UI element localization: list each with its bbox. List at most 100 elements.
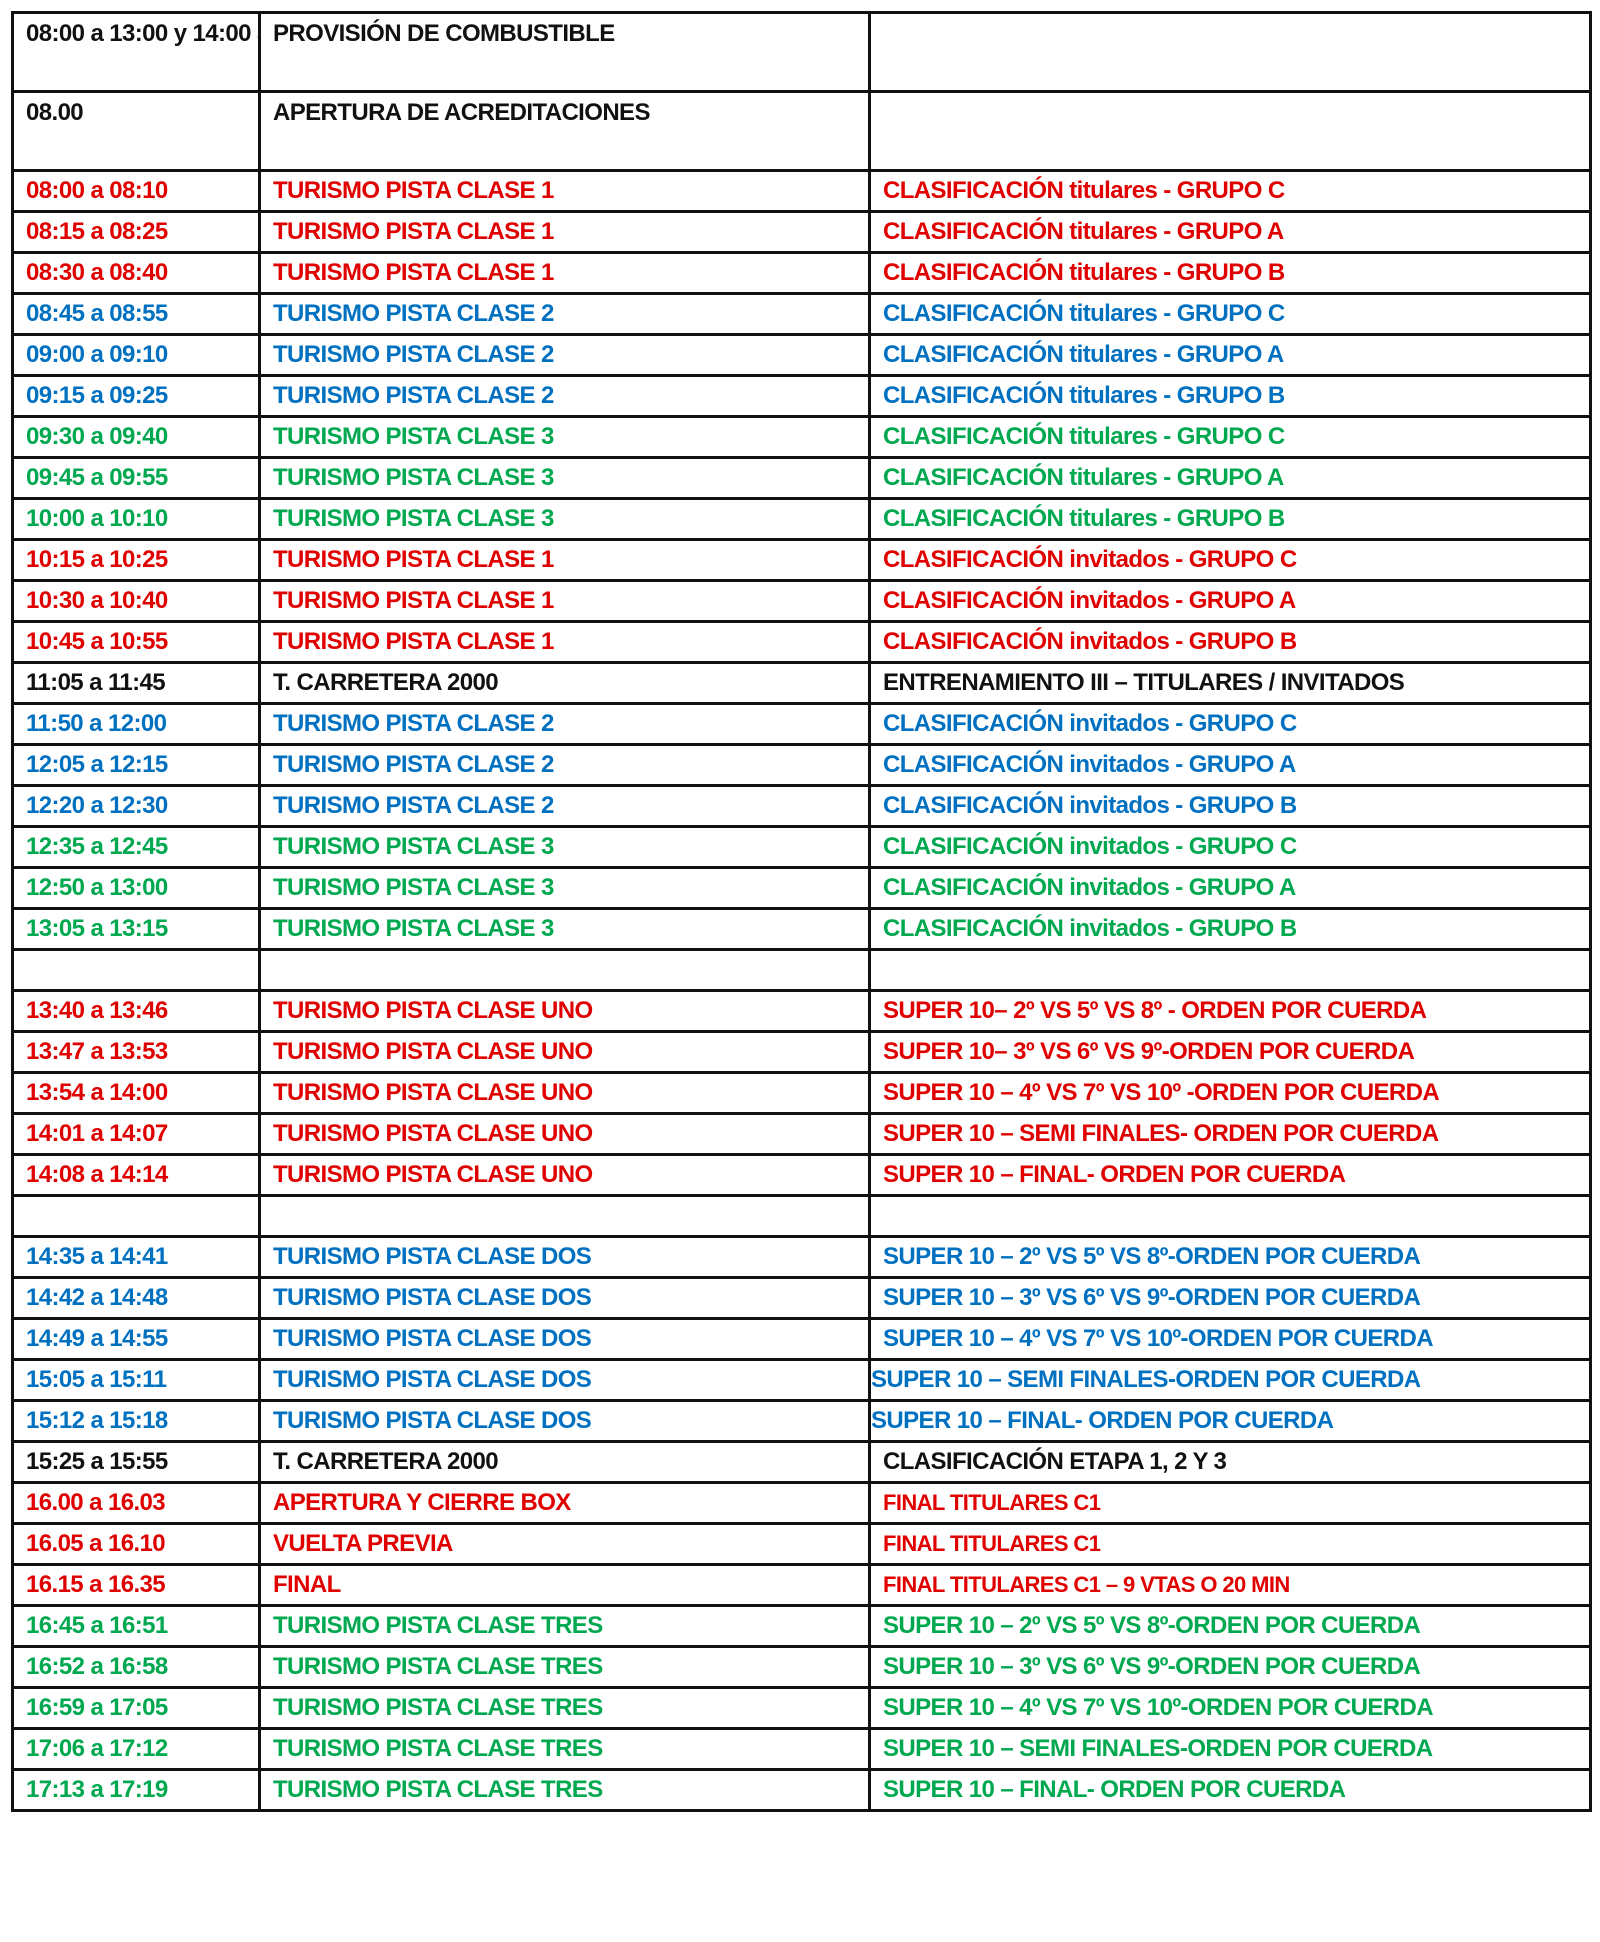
time-cell: 15:12 a 15:18 bbox=[11, 1399, 261, 1443]
time-cell: 08:30 a 08:40 bbox=[11, 251, 261, 295]
time-cell: 12:05 a 12:15 bbox=[11, 743, 261, 787]
detail-cell: SUPER 10 – FINAL- ORDEN POR CUERDA bbox=[868, 1399, 1592, 1443]
detail-cell bbox=[868, 11, 1592, 93]
event-cell: APERTURA DE ACREDITACIONES bbox=[258, 90, 871, 172]
time-cell: 15:25 a 15:55 bbox=[11, 1440, 261, 1484]
time-cell: 17:06 a 17:12 bbox=[11, 1727, 261, 1771]
time-cell: 14:35 a 14:41 bbox=[11, 1235, 261, 1279]
time-cell: 11:05 a 11:45 bbox=[11, 661, 261, 705]
detail-cell: CLASIFICACIÓN titulares - GRUPO A bbox=[868, 456, 1592, 500]
schedule-row: 11:50 a 12:00 TURISMO PISTA CLASE 2 CLASIF… bbox=[11, 702, 1592, 746]
time-cell: 08:00 a 08:10 bbox=[11, 169, 261, 213]
schedule-row: 12:20 a 12:30 TURISMO PISTA CLASE 2 CLASIF… bbox=[11, 784, 1592, 828]
detail-cell: CLASIFICACIÓN invitados - GRUPO B bbox=[868, 784, 1592, 828]
event-cell bbox=[258, 1194, 871, 1238]
event-cell: TURISMO PISTA CLASE DOS bbox=[258, 1399, 871, 1443]
time-cell: 13:54 a 14:00 bbox=[11, 1071, 261, 1115]
detail-cell: CLASIFICACIÓN titulares - GRUPO C bbox=[868, 415, 1592, 459]
event-cell: TURISMO PISTA CLASE 2 bbox=[258, 784, 871, 828]
event-cell: TURISMO PISTA CLASE 3 bbox=[258, 907, 871, 951]
detail-cell: CLASIFICACIÓN titulares - GRUPO B bbox=[868, 497, 1592, 541]
event-cell: TURISMO PISTA CLASE TRES bbox=[258, 1645, 871, 1689]
event-cell: TURISMO PISTA CLASE DOS bbox=[258, 1317, 871, 1361]
detail-cell bbox=[868, 90, 1592, 172]
schedule-row: 10:15 a 10:25 TURISMO PISTA CLASE 1 CLASIF… bbox=[11, 538, 1592, 582]
event-cell bbox=[258, 948, 871, 992]
schedule-row: 13:54 a 14:00 TURISMO PISTA CLASE UNO SUPE… bbox=[11, 1071, 1592, 1115]
time-cell: 14:49 a 14:55 bbox=[11, 1317, 261, 1361]
time-cell: 10:15 a 10:25 bbox=[11, 538, 261, 582]
event-cell: TURISMO PISTA CLASE 2 bbox=[258, 333, 871, 377]
detail-cell: CLASIFICACIÓN invitados - GRUPO B bbox=[868, 620, 1592, 664]
time-cell: 16.15 a 16.35 bbox=[11, 1563, 261, 1607]
time-cell: 08:00 a 13:00 y 14:00 a 19:00 bbox=[11, 11, 261, 93]
detail-cell: SUPER 10– 2º VS 5º VS 8º - ORDEN POR CUE… bbox=[868, 989, 1592, 1033]
detail-cell: CLASIFICACIÓN invitados - GRUPO A bbox=[868, 579, 1592, 623]
schedule-row: 09:45 a 09:55 TURISMO PISTA CLASE 3 CLASIF… bbox=[11, 456, 1592, 500]
event-cell: T. CARRETERA 2000 bbox=[258, 661, 871, 705]
detail-cell: SUPER 10 – 4º VS 7º VS 10º-ORDEN POR CUE… bbox=[868, 1686, 1592, 1730]
time-cell bbox=[11, 1194, 261, 1238]
schedule-row: 14:01 a 14:07 TURISMO PISTA CLASE UNO SUPE… bbox=[11, 1112, 1592, 1156]
event-cell: APERTURA Y CIERRE BOX bbox=[258, 1481, 871, 1525]
detail-cell: CLASIFICACIÓN titulares - GRUPO B bbox=[868, 251, 1592, 295]
event-cell: TURISMO PISTA CLASE TRES bbox=[258, 1727, 871, 1771]
event-cell: TURISMO PISTA CLASE 1 bbox=[258, 538, 871, 582]
time-cell: 13:05 a 13:15 bbox=[11, 907, 261, 951]
schedule-row: 13:05 a 13:15 TURISMO PISTA CLASE 3 CLASIF… bbox=[11, 907, 1592, 951]
time-cell: 16:59 a 17:05 bbox=[11, 1686, 261, 1730]
detail-cell: CLASIFICACIÓN invitados - GRUPO C bbox=[868, 825, 1592, 869]
schedule-row: 16.05 a 16.10 VUELTA PREVIA FINAL TITULARE… bbox=[11, 1522, 1592, 1566]
schedule-row: 10:00 a 10:10 TURISMO PISTA CLASE 3 CLASIF… bbox=[11, 497, 1592, 541]
time-cell: 14:08 a 14:14 bbox=[11, 1153, 261, 1197]
time-cell: 16:52 a 16:58 bbox=[11, 1645, 261, 1689]
detail-cell: FINAL TITULARES C1 bbox=[868, 1481, 1592, 1525]
schedule-row: 09:15 a 09:25 TURISMO PISTA CLASE 2 CLASIF… bbox=[11, 374, 1592, 418]
event-cell: TURISMO PISTA CLASE 1 bbox=[258, 579, 871, 623]
schedule-row: 09:30 a 09:40 TURISMO PISTA CLASE 3 CLASIF… bbox=[11, 415, 1592, 459]
time-cell bbox=[11, 948, 261, 992]
detail-cell: CLASIFICACIÓN invitados - GRUPO C bbox=[868, 538, 1592, 582]
detail-cell: SUPER 10 – 2º VS 5º VS 8º-ORDEN POR CUER… bbox=[868, 1235, 1592, 1279]
detail-cell: SUPER 10 – FINAL- ORDEN POR CUERDA bbox=[868, 1153, 1592, 1197]
event-cell: TURISMO PISTA CLASE TRES bbox=[258, 1686, 871, 1730]
time-cell: 12:20 a 12:30 bbox=[11, 784, 261, 828]
time-cell: 14:42 a 14:48 bbox=[11, 1276, 261, 1320]
event-cell: TURISMO PISTA CLASE DOS bbox=[258, 1358, 871, 1402]
event-cell: TURISMO PISTA CLASE 2 bbox=[258, 702, 871, 746]
detail-cell: SUPER 10 – SEMI FINALES-ORDEN POR CUERDA bbox=[868, 1727, 1592, 1771]
detail-cell: SUPER 10 – 3º VS 6º VS 9º-ORDEN POR CUER… bbox=[868, 1276, 1592, 1320]
detail-cell: SUPER 10 – SEMI FINALES- ORDEN POR CUERD… bbox=[868, 1112, 1592, 1156]
schedule-row: 14:35 a 14:41 TURISMO PISTA CLASE DOS SUPE… bbox=[11, 1235, 1592, 1279]
time-cell: 16.00 a 16.03 bbox=[11, 1481, 261, 1525]
event-cell: TURISMO PISTA CLASE 3 bbox=[258, 497, 871, 541]
time-cell: 08:45 a 08:55 bbox=[11, 292, 261, 336]
detail-cell bbox=[868, 1194, 1592, 1238]
event-cell: TURISMO PISTA CLASE UNO bbox=[258, 1030, 871, 1074]
schedule-row: 11:05 a 11:45 T. CARRETERA 2000 ENTRENAMIE… bbox=[11, 661, 1592, 705]
detail-cell: SUPER 10 – SEMI FINALES-ORDEN POR CUERDA bbox=[868, 1358, 1592, 1402]
schedule-row bbox=[11, 1194, 1592, 1238]
schedule-row: 12:50 a 13:00 TURISMO PISTA CLASE 3 CLASIF… bbox=[11, 866, 1592, 910]
detail-cell: CLASIFICACIÓN invitados - GRUPO A bbox=[868, 743, 1592, 787]
detail-cell: CLASIFICACIÓN titulares - GRUPO C bbox=[868, 169, 1592, 213]
time-cell: 14:01 a 14:07 bbox=[11, 1112, 261, 1156]
event-cell: TURISMO PISTA CLASE DOS bbox=[258, 1235, 871, 1279]
detail-cell: SUPER 10– 3º VS 6º VS 9º-ORDEN POR CUERD… bbox=[868, 1030, 1592, 1074]
detail-cell: ENTRENAMIENTO III – TITULARES / INVITADO… bbox=[868, 661, 1592, 705]
schedule-row: 13:40 a 13:46 TURISMO PISTA CLASE UNO SUPE… bbox=[11, 989, 1592, 1033]
schedule-row: 09:00 a 09:10 TURISMO PISTA CLASE 2 CLASIF… bbox=[11, 333, 1592, 377]
time-cell: 09:00 a 09:10 bbox=[11, 333, 261, 377]
event-cell: T. CARRETERA 2000 bbox=[258, 1440, 871, 1484]
schedule-row: 17:13 a 17:19 TURISMO PISTA CLASE TRES SUP… bbox=[11, 1768, 1592, 1812]
time-cell: 11:50 a 12:00 bbox=[11, 702, 261, 746]
schedule-row: 08:00 a 08:10 TURISMO PISTA CLASE 1 CLASIF… bbox=[11, 169, 1592, 213]
schedule-row: 17:06 a 17:12 TURISMO PISTA CLASE TRES SUP… bbox=[11, 1727, 1592, 1771]
detail-cell: SUPER 10 – 4º VS 7º VS 10º -ORDEN POR CU… bbox=[868, 1071, 1592, 1115]
schedule-row: 14:42 a 14:48 TURISMO PISTA CLASE DOS SUPE… bbox=[11, 1276, 1592, 1320]
time-cell: 09:15 a 09:25 bbox=[11, 374, 261, 418]
event-cell: TURISMO PISTA CLASE UNO bbox=[258, 1112, 871, 1156]
